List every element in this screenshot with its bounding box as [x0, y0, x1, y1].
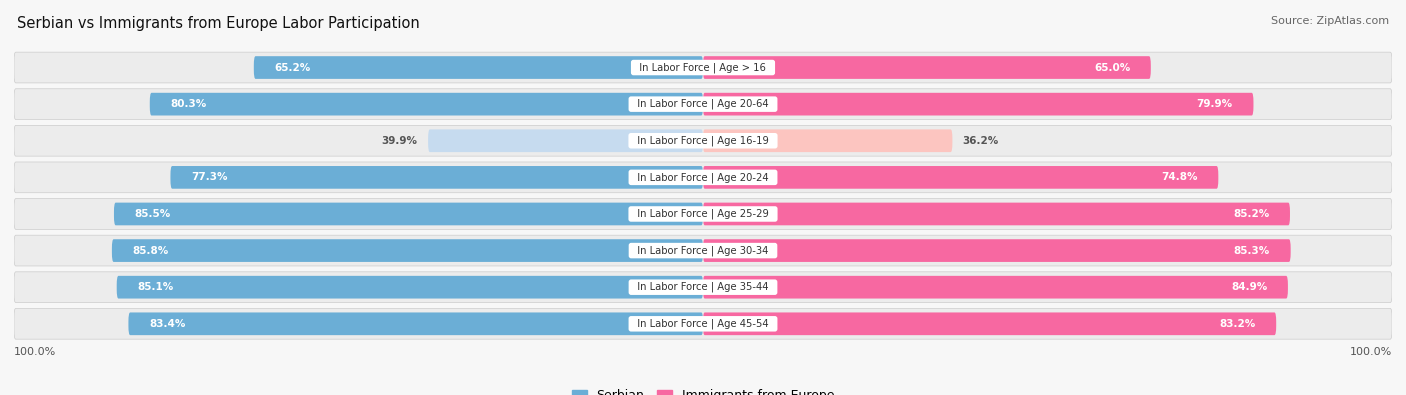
- FancyBboxPatch shape: [14, 308, 1392, 339]
- Text: In Labor Force | Age 30-34: In Labor Force | Age 30-34: [631, 245, 775, 256]
- Text: 83.4%: 83.4%: [149, 319, 186, 329]
- Text: In Labor Force | Age 20-64: In Labor Force | Age 20-64: [631, 99, 775, 109]
- FancyBboxPatch shape: [703, 239, 1291, 262]
- Text: 65.2%: 65.2%: [274, 62, 311, 73]
- FancyBboxPatch shape: [14, 52, 1392, 83]
- Text: 85.5%: 85.5%: [135, 209, 172, 219]
- FancyBboxPatch shape: [112, 239, 703, 262]
- Text: 80.3%: 80.3%: [170, 99, 207, 109]
- Text: 85.8%: 85.8%: [132, 246, 169, 256]
- Text: 83.2%: 83.2%: [1219, 319, 1256, 329]
- FancyBboxPatch shape: [703, 93, 1254, 115]
- Text: 100.0%: 100.0%: [1350, 346, 1392, 357]
- Text: Source: ZipAtlas.com: Source: ZipAtlas.com: [1271, 16, 1389, 26]
- Text: In Labor Force | Age 25-29: In Labor Force | Age 25-29: [631, 209, 775, 219]
- Legend: Serbian, Immigrants from Europe: Serbian, Immigrants from Europe: [567, 384, 839, 395]
- FancyBboxPatch shape: [703, 130, 952, 152]
- Text: In Labor Force | Age 16-19: In Labor Force | Age 16-19: [631, 135, 775, 146]
- FancyBboxPatch shape: [14, 162, 1392, 193]
- Text: 65.0%: 65.0%: [1094, 62, 1130, 73]
- FancyBboxPatch shape: [703, 276, 1288, 299]
- Text: In Labor Force | Age 20-24: In Labor Force | Age 20-24: [631, 172, 775, 182]
- FancyBboxPatch shape: [703, 203, 1289, 225]
- Text: 85.1%: 85.1%: [138, 282, 173, 292]
- FancyBboxPatch shape: [117, 276, 703, 299]
- Text: 85.3%: 85.3%: [1233, 246, 1270, 256]
- Text: In Labor Force | Age 45-54: In Labor Force | Age 45-54: [631, 318, 775, 329]
- FancyBboxPatch shape: [14, 125, 1392, 156]
- Text: In Labor Force | Age > 16: In Labor Force | Age > 16: [634, 62, 772, 73]
- Text: 84.9%: 84.9%: [1232, 282, 1267, 292]
- Text: 39.9%: 39.9%: [382, 136, 418, 146]
- FancyBboxPatch shape: [170, 166, 703, 189]
- Text: 36.2%: 36.2%: [963, 136, 1000, 146]
- FancyBboxPatch shape: [150, 93, 703, 115]
- FancyBboxPatch shape: [14, 89, 1392, 120]
- FancyBboxPatch shape: [128, 312, 703, 335]
- FancyBboxPatch shape: [703, 166, 1219, 189]
- Text: In Labor Force | Age 35-44: In Labor Force | Age 35-44: [631, 282, 775, 292]
- FancyBboxPatch shape: [14, 199, 1392, 229]
- FancyBboxPatch shape: [427, 130, 703, 152]
- Text: Serbian vs Immigrants from Europe Labor Participation: Serbian vs Immigrants from Europe Labor …: [17, 16, 419, 31]
- Text: 85.2%: 85.2%: [1233, 209, 1270, 219]
- FancyBboxPatch shape: [14, 235, 1392, 266]
- FancyBboxPatch shape: [114, 203, 703, 225]
- Text: 74.8%: 74.8%: [1161, 172, 1198, 182]
- FancyBboxPatch shape: [703, 56, 1152, 79]
- FancyBboxPatch shape: [14, 272, 1392, 303]
- Text: 100.0%: 100.0%: [14, 346, 56, 357]
- Text: 77.3%: 77.3%: [191, 172, 228, 182]
- FancyBboxPatch shape: [254, 56, 703, 79]
- FancyBboxPatch shape: [703, 312, 1277, 335]
- Text: 79.9%: 79.9%: [1197, 99, 1233, 109]
